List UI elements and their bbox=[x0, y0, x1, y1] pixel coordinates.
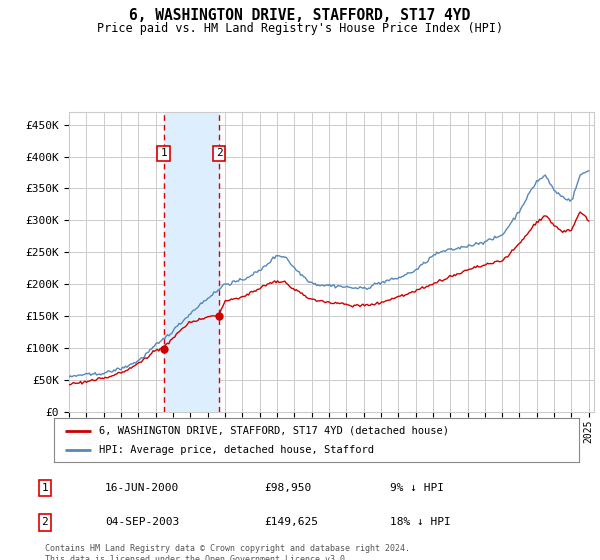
Text: 9% ↓ HPI: 9% ↓ HPI bbox=[390, 483, 444, 493]
Text: 6, WASHINGTON DRIVE, STAFFORD, ST17 4YD (detached house): 6, WASHINGTON DRIVE, STAFFORD, ST17 4YD … bbox=[98, 426, 449, 436]
Text: 1: 1 bbox=[160, 148, 167, 158]
Text: 04-SEP-2003: 04-SEP-2003 bbox=[105, 517, 179, 528]
Text: Contains HM Land Registry data © Crown copyright and database right 2024.
This d: Contains HM Land Registry data © Crown c… bbox=[45, 544, 410, 560]
Text: 16-JUN-2000: 16-JUN-2000 bbox=[105, 483, 179, 493]
Text: 2: 2 bbox=[41, 517, 49, 528]
Bar bbox=[164, 112, 219, 412]
Text: HPI: Average price, detached house, Stafford: HPI: Average price, detached house, Staf… bbox=[98, 445, 374, 455]
Text: 18% ↓ HPI: 18% ↓ HPI bbox=[390, 517, 451, 528]
Text: Price paid vs. HM Land Registry's House Price Index (HPI): Price paid vs. HM Land Registry's House … bbox=[97, 22, 503, 35]
Text: £149,625: £149,625 bbox=[264, 517, 318, 528]
Text: 6, WASHINGTON DRIVE, STAFFORD, ST17 4YD: 6, WASHINGTON DRIVE, STAFFORD, ST17 4YD bbox=[130, 8, 470, 24]
Text: 2: 2 bbox=[216, 148, 223, 158]
Text: £98,950: £98,950 bbox=[264, 483, 311, 493]
Text: 1: 1 bbox=[41, 483, 49, 493]
